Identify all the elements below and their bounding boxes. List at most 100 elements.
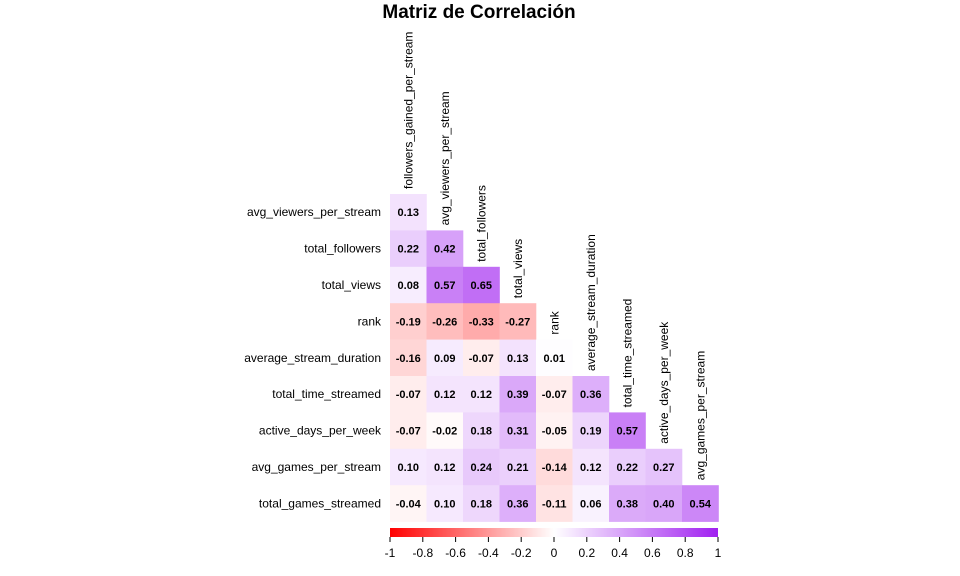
heatmap-cell	[463, 485, 500, 522]
row-label: total_followers	[304, 242, 381, 256]
row-label: avg_games_per_stream	[252, 460, 381, 474]
heatmap-cell	[609, 412, 646, 450]
heatmap-cell	[645, 485, 683, 522]
row-label: active_days_per_week	[259, 424, 382, 438]
heatmap-cell	[426, 412, 464, 450]
heatmap-cell	[536, 339, 573, 377]
cell-value-label: 0.54	[690, 498, 712, 510]
heatmap-cell	[390, 194, 427, 231]
heatmap-cell	[463, 339, 500, 377]
heatmap-cell	[426, 339, 464, 377]
column-label: avg_games_per_stream	[693, 351, 707, 480]
cell-value-label: 0.12	[580, 462, 601, 474]
cell-value-label: 0.57	[434, 280, 455, 292]
chart-title: Matriz de Correlación	[382, 2, 575, 23]
heatmap-cell	[645, 448, 683, 486]
heatmap-cell	[426, 266, 464, 304]
column-label: average_stream_duration	[584, 234, 598, 371]
heatmap-cell	[609, 485, 646, 522]
heatmap-cell	[463, 448, 500, 486]
heatmap-cell	[499, 376, 537, 413]
legend-tick-label: 1	[715, 546, 722, 560]
color-legend: -1 -0.8 -0.6 -0.4 -0.2 0 0.2 0.4 0.6 0.8 1	[385, 528, 722, 560]
heatmap-cell	[390, 485, 427, 522]
row-label: avg_viewers_per_stream	[247, 205, 381, 219]
heatmap-cell	[426, 376, 464, 413]
cell-value-label: 0.12	[434, 462, 455, 474]
legend-tick-label: 0.2	[578, 546, 595, 560]
cell-value-label: -0.27	[505, 316, 530, 328]
heatmap-cell	[426, 448, 464, 486]
cell-value-label: 0.10	[398, 462, 419, 474]
cell-value-label: 0.09	[434, 353, 455, 365]
heatmap-cell	[536, 448, 573, 486]
column-label: avg_viewers_per_stream	[438, 91, 452, 225]
cell-value-label: 0.18	[471, 498, 492, 510]
cell-value-label: -0.07	[396, 426, 421, 438]
column-label: total_views	[511, 239, 525, 298]
heatmap-cell	[390, 448, 427, 486]
cell-value-label: 0.12	[471, 389, 492, 401]
legend-tick-label: -0.4	[478, 546, 499, 560]
row-labels: avg_viewers_per_stream total_followerstot…	[244, 205, 382, 510]
cell-value-label: 0.57	[617, 426, 638, 438]
legend-tick-label: 0.6	[644, 546, 661, 560]
cell-value-label: 0.27	[653, 462, 674, 474]
cell-value-label: -0.05	[542, 426, 567, 438]
heatmap-cell	[390, 376, 427, 413]
cell-value-label: 0.06	[580, 498, 601, 510]
legend-tick-label: 0	[551, 546, 558, 560]
heatmap-cell	[426, 230, 464, 268]
heatmap-cell	[536, 376, 573, 413]
cell-value-label: 0.18	[471, 426, 492, 438]
heatmap-cell	[536, 412, 573, 450]
heatmap-cell	[463, 303, 500, 340]
cell-value-label: -0.33	[469, 316, 494, 328]
legend-tick-label: -1	[385, 546, 396, 560]
cell-value-label: 0.12	[434, 389, 455, 401]
heatmap-cell	[572, 412, 610, 450]
cell-value-label: -0.07	[469, 353, 494, 365]
cell-value-label: 0.21	[507, 462, 528, 474]
row-label: average_stream_duration	[244, 351, 381, 365]
cell-value-label: 0.22	[398, 244, 419, 256]
cell-value-label: -0.19	[396, 316, 421, 328]
cell-value-label: 0.40	[653, 498, 674, 510]
cell-value-label: 0.10	[434, 498, 455, 510]
heatmap-cell	[609, 448, 646, 486]
heatmap-cell	[463, 266, 500, 304]
legend-color-bar	[390, 528, 718, 537]
cell-value-label: 0.38	[617, 498, 638, 510]
heatmap-cells: 0.130.22 0.420.08 0.57 0.65-0.19 -0.26 -0.33-…	[390, 194, 719, 522]
cell-value-label: 0.01	[544, 353, 565, 365]
cell-value-label: 0.22	[617, 462, 638, 474]
legend-tick-label: -0.6	[445, 546, 466, 560]
heatmap-cell	[682, 485, 719, 522]
cell-value-label: -0.07	[396, 389, 421, 401]
cell-value-label: -0.26	[432, 316, 457, 328]
legend-tick-label: -0.2	[511, 546, 532, 560]
cell-value-label: -0.16	[396, 353, 421, 365]
column-label: rank	[547, 310, 561, 334]
cell-value-label: 0.39	[507, 389, 528, 401]
cell-value-label: -0.02	[432, 426, 457, 438]
heatmap-cell	[572, 485, 610, 522]
column-label: followers_gained_per_stream	[401, 32, 415, 189]
heatmap-cell	[499, 448, 537, 486]
cell-value-label: 0.08	[398, 280, 419, 292]
heatmap-cell	[426, 303, 464, 340]
heatmap-cell	[390, 339, 427, 377]
legend-tick-label: 0.8	[677, 546, 694, 560]
cell-value-label: -0.07	[542, 389, 567, 401]
heatmap-cell	[426, 485, 464, 522]
heatmap-cell	[463, 412, 500, 450]
row-label: total_views	[322, 278, 381, 292]
cell-value-label: 0.65	[471, 280, 492, 292]
column-labels: followers_gained_per_stream avg_viewers_p…	[401, 32, 707, 481]
cell-value-label: -0.04	[396, 498, 422, 510]
column-label: total_time_streamed	[620, 299, 634, 408]
cell-value-label: 0.13	[507, 353, 528, 365]
cell-value-label: 0.36	[507, 498, 528, 510]
legend-tick-label: -0.8	[412, 546, 433, 560]
